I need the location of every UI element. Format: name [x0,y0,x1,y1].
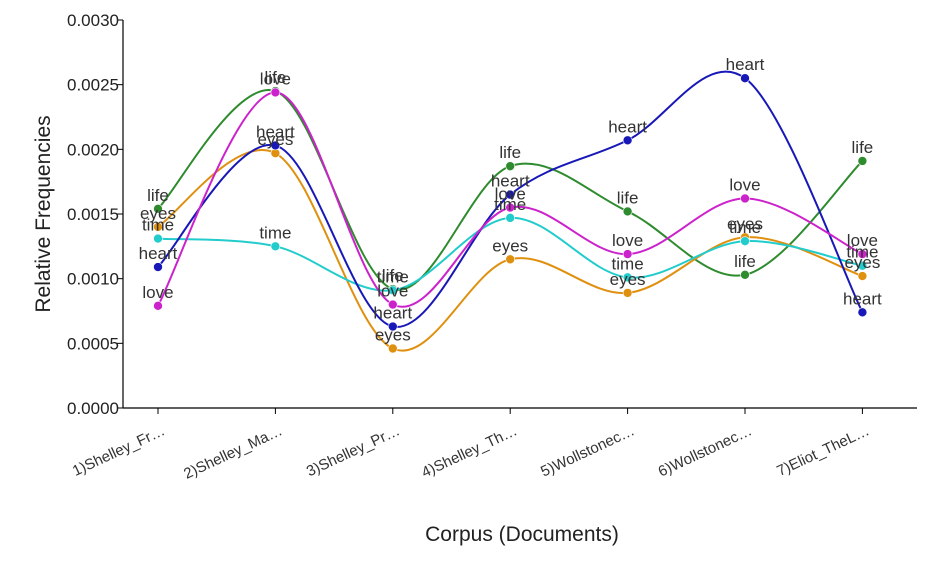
data-point-time[interactable] [270,241,281,252]
data-point-heart[interactable] [153,262,163,272]
point-label-eyes: eyes [610,270,646,289]
data-point-life[interactable] [740,269,750,280]
x-tick-label: 2)Shelley_Ma… [181,422,285,483]
data-point-eyes[interactable] [857,271,868,281]
data-point-time[interactable] [622,272,633,283]
data-point-eyes[interactable] [622,288,633,298]
x-tick-label: 4)Shelley_Th… [419,422,520,481]
point-label-life: life [265,68,287,87]
point-label-life: life [617,188,639,207]
data-point-love[interactable] [153,301,163,311]
x-tick-label: 1)Shelley_Fr… [70,422,168,480]
point-label-love: love [495,185,526,204]
y-tick-label: 0.0020 [67,140,119,159]
x-tick-label: 5)Wollstonec… [538,422,637,480]
x-tick-label: 3)Shelley_Pr… [304,422,403,480]
y-tick-label: 0.0025 [67,76,119,95]
data-point-heart[interactable] [740,73,750,83]
data-point-love[interactable] [857,249,868,259]
point-label-time: time [259,223,291,242]
data-point-time[interactable] [505,213,516,223]
data-point-love[interactable] [622,249,633,259]
data-point-heart[interactable] [857,307,868,318]
point-label-love: love [260,69,291,88]
data-point-life[interactable] [505,161,516,171]
y-tick-label: 0.0000 [67,399,119,418]
point-label-heart: heart [843,289,882,308]
point-label-heart: heart [726,55,765,74]
data-point-love[interactable] [270,87,281,98]
point-label-time: time [494,195,526,214]
data-point-life[interactable] [857,156,868,166]
data-point-heart[interactable] [505,189,516,200]
data-point-heart[interactable] [270,140,281,151]
point-label-love: love [142,283,173,302]
data-point-eyes[interactable] [387,343,398,354]
point-label-eyes: eyes [492,236,528,255]
point-label-heart: heart [491,172,530,191]
data-points [153,73,868,354]
point-label-time: time [612,254,644,273]
point-label-eyes: eyes [375,326,411,345]
point-label-heart: heart [373,304,412,323]
series-line-love [157,91,863,308]
x-tick-label: 6)Wollstonec… [656,422,755,480]
data-point-life[interactable] [153,204,163,214]
point-label-life: life [499,143,521,162]
point-label-love: love [612,231,643,250]
point-label-love: love [729,175,760,194]
data-point-heart[interactable] [622,135,633,146]
y-tick-label: 0.0005 [67,334,119,353]
y-tick-label: 0.0010 [67,270,119,289]
data-point-love[interactable] [740,193,750,204]
point-label-life: life [734,252,756,271]
data-point-eyes[interactable] [505,254,516,265]
data-point-eyes[interactable] [153,222,163,232]
data-point-heart[interactable] [387,321,398,332]
data-point-time[interactable] [153,233,163,244]
data-point-time[interactable] [740,236,750,246]
point-label-love: love [847,231,878,250]
data-point-love[interactable] [387,299,398,310]
point-label-time: time [729,218,761,237]
y-tick-label: 0.0030 [67,11,119,30]
x-tick-label: 7)Eliot_TheL… [774,422,872,480]
point-label-heart: heart [139,244,178,263]
point-label-life: life [147,186,169,205]
y-tick-label: 0.0015 [67,205,119,224]
point-label-life: life [852,138,874,157]
point-labels: lifelifelifelifelifelifelifeeyeseyeseyes… [139,55,882,344]
point-label-eyes: eyes [257,130,293,149]
point-label-time: time [377,267,409,286]
point-label-eyes: eyes [140,204,176,223]
data-point-love[interactable] [505,202,516,213]
x-axis-title: Corpus (Documents) [425,523,619,546]
data-point-life[interactable] [622,206,633,217]
point-label-eyes: eyes [844,253,880,272]
point-label-time: time [142,216,174,235]
point-label-heart: heart [256,122,295,141]
point-label-eyes: eyes [727,214,763,233]
y-axis-title: Relative Frequencies [32,115,55,312]
point-label-love: love [377,282,408,301]
point-label-time: time [846,243,878,262]
point-label-life: life [382,266,404,285]
data-point-time[interactable] [387,285,398,296]
point-label-heart: heart [608,117,647,136]
data-point-time[interactable] [857,260,868,271]
